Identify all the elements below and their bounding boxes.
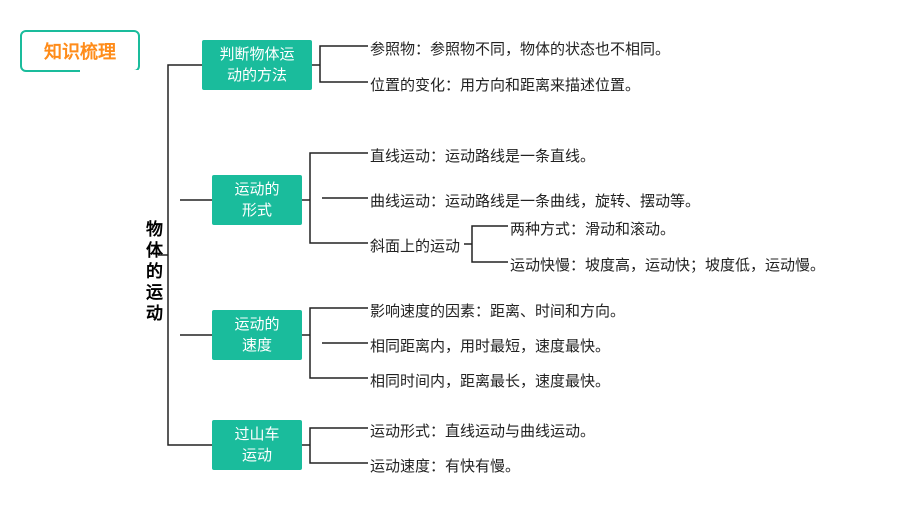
leaf-text: 运动速度：有快有慢。 (370, 455, 520, 476)
node-line: 运动 (242, 447, 272, 464)
node-line: 判断物体运 (219, 46, 294, 63)
node-coaster: 过山车运动 (212, 420, 302, 470)
leaf-text: 直线运动：运动路线是一条直线。 (370, 145, 595, 166)
node-form: 运动的形式 (212, 175, 302, 225)
badge-label: 知识梳理 (44, 42, 116, 62)
node-line: 形式 (242, 202, 272, 219)
leaf-text: 两种方式：滑动和滚动。 (510, 218, 675, 239)
title-badge: 知识梳理 (20, 30, 140, 72)
node-method: 判断物体运动的方法 (202, 40, 312, 90)
leaf-text: 影响速度的因素：距离、时间和方向。 (370, 300, 625, 321)
node-line: 运动的 (234, 181, 279, 198)
node-line: 过山车 (234, 426, 279, 443)
node-line: 运动的 (234, 316, 279, 333)
leaf-text: 运动快慢：坡度高，运动快；坡度低，运动慢。 (510, 254, 825, 275)
leaf-text: 位置的变化：用方向和距离来描述位置。 (370, 74, 640, 95)
leaf-text: 斜面上的运动 (370, 235, 460, 256)
root-node: 物体的运动 (140, 220, 165, 325)
leaf-text: 相同时间内，距离最长，速度最快。 (370, 370, 610, 391)
root-label: 物体的运动 (143, 220, 162, 325)
node-line: 速度 (242, 337, 272, 354)
node-speed: 运动的速度 (212, 310, 302, 360)
leaf-text: 曲线运动：运动路线是一条曲线，旋转、摆动等。 (370, 190, 700, 211)
leaf-text: 参照物：参照物不同，物体的状态也不相同。 (370, 38, 670, 59)
leaf-text: 运动形式：直线运动与曲线运动。 (370, 420, 595, 441)
node-line: 动的方法 (227, 67, 287, 84)
leaf-text: 相同距离内，用时最短，速度最快。 (370, 335, 610, 356)
